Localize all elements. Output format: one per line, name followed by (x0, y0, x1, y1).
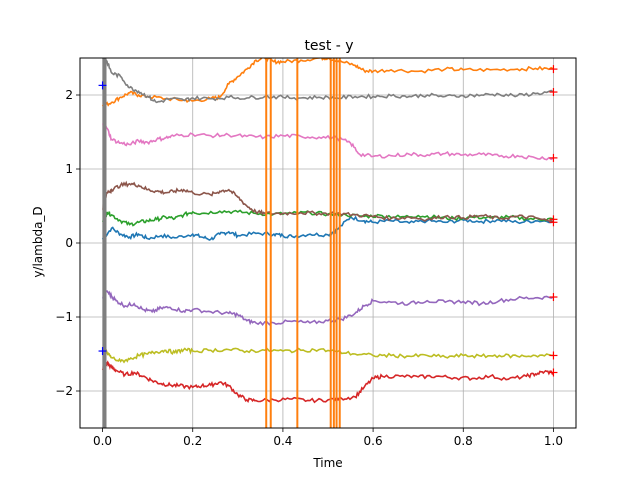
x-tick-label: 0.0 (93, 434, 112, 448)
y-tick-label: 1 (65, 162, 73, 176)
series-line-5 (101, 290, 554, 326)
y-tick-label: 0 (65, 236, 73, 250)
grid-lines (80, 58, 576, 428)
y-tick-label: −1 (55, 310, 73, 324)
x-tick-label: 0.2 (183, 434, 202, 448)
plot-frame (79, 57, 577, 429)
series-line-7 (102, 122, 554, 161)
x-tick-label: 0.6 (364, 434, 383, 448)
series-line-4 (101, 360, 555, 404)
axis-ticks: 0.0 0.2 0.4 0.6 0.8 1.0 −2 −1 0 1 2 (55, 88, 563, 448)
y-tick-label: −2 (55, 384, 73, 398)
series-line-1 (101, 215, 554, 241)
y-axis-label: y/lambda_D (31, 206, 45, 277)
series-line-2 (101, 58, 554, 107)
series-line-6 (102, 180, 554, 223)
x-axis-label: Time (312, 456, 342, 470)
x-tick-label: 0.4 (273, 434, 292, 448)
series-lines (101, 58, 555, 428)
series-line-8 (102, 58, 554, 104)
chart-title: test - y (304, 38, 353, 54)
x-tick-label: 1.0 (544, 434, 563, 448)
y-tick-label: 2 (65, 88, 73, 102)
point-markers (98, 65, 558, 377)
series-line-9 (101, 347, 554, 364)
x-tick-label: 0.8 (454, 434, 473, 448)
